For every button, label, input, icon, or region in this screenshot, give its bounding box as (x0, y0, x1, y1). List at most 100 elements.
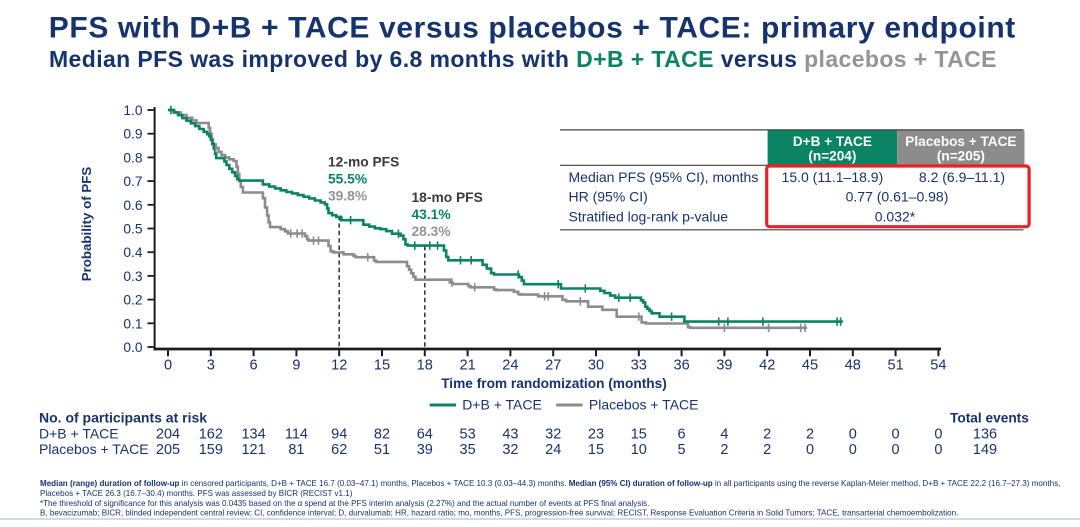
svg-text:(n=205): (n=205) (937, 149, 985, 164)
svg-text:Placebos + TACE: Placebos + TACE (905, 134, 1016, 149)
svg-text:36: 36 (673, 358, 689, 374)
svg-text:32: 32 (502, 442, 518, 458)
svg-text:15: 15 (588, 442, 604, 458)
svg-text:162: 162 (199, 427, 223, 443)
svg-text:5: 5 (678, 442, 686, 458)
svg-text:18-mo PFS: 18-mo PFS (412, 190, 483, 205)
svg-text:18: 18 (417, 358, 433, 374)
svg-text:39: 39 (417, 442, 433, 458)
svg-text:51: 51 (374, 442, 390, 458)
svg-text:D+B + TACE: D+B + TACE (39, 426, 119, 442)
svg-text:0.3: 0.3 (123, 269, 143, 284)
svg-text:0.6: 0.6 (123, 198, 143, 213)
svg-text:43.1%: 43.1% (412, 207, 451, 222)
svg-text:62: 62 (331, 442, 347, 458)
svg-text:0.8: 0.8 (123, 150, 143, 165)
svg-text:10: 10 (631, 442, 647, 458)
svg-text:0: 0 (849, 442, 857, 458)
svg-text:55.5%: 55.5% (328, 172, 367, 187)
svg-text:0.9: 0.9 (123, 127, 143, 142)
svg-text:0.4: 0.4 (123, 245, 143, 260)
svg-text:121: 121 (241, 442, 265, 458)
svg-text:204: 204 (156, 427, 180, 443)
svg-text:114: 114 (285, 427, 308, 443)
svg-text:Median PFS (95% CI), months: Median PFS (95% CI), months (569, 169, 759, 185)
svg-text:35: 35 (460, 442, 476, 458)
svg-text:33: 33 (631, 358, 647, 374)
svg-text:6: 6 (678, 427, 686, 443)
svg-text:45: 45 (802, 358, 818, 374)
svg-text:2: 2 (720, 442, 728, 458)
svg-text:23: 23 (588, 427, 604, 443)
svg-text:0: 0 (892, 442, 900, 458)
svg-text:0.1: 0.1 (123, 316, 142, 331)
svg-text:1.0: 1.0 (123, 103, 143, 118)
svg-text:0: 0 (892, 427, 900, 443)
svg-text:136: 136 (973, 427, 997, 443)
svg-text:53: 53 (460, 427, 476, 443)
svg-text:81: 81 (288, 442, 304, 458)
svg-text:B, bevacizumab; BICR, blinded: B, bevacizumab; BICR, blinded independen… (40, 508, 958, 517)
svg-text:Stratified log-rank p-value: Stratified log-rank p-value (569, 209, 729, 225)
svg-text:48: 48 (845, 358, 861, 374)
svg-text:2: 2 (763, 427, 771, 443)
svg-text:15: 15 (374, 358, 390, 374)
svg-text:D+B + TACE: D+B + TACE (462, 397, 542, 413)
svg-text:205: 205 (156, 442, 180, 458)
svg-text:51: 51 (887, 358, 903, 374)
svg-text:159: 159 (199, 442, 223, 458)
svg-text:8.2 (6.9–11.1): 8.2 (6.9–11.1) (919, 169, 1005, 185)
svg-text:PFS with D+B + TACE versus pla: PFS with D+B + TACE versus placebos + TA… (49, 11, 1016, 44)
svg-text:No. of participants at risk: No. of participants at risk (39, 410, 207, 426)
svg-text:0.7: 0.7 (123, 174, 142, 189)
svg-text:*The threshold of significance: *The threshold of significance for this … (40, 499, 649, 508)
svg-text:0.0: 0.0 (123, 340, 143, 355)
svg-text:(n=204): (n=204) (808, 149, 856, 164)
svg-text:0: 0 (934, 427, 942, 443)
svg-text:64: 64 (417, 427, 433, 443)
svg-text:0.5: 0.5 (123, 222, 143, 237)
svg-text:43: 43 (502, 427, 518, 443)
svg-text:27: 27 (545, 358, 561, 374)
svg-text:42: 42 (759, 358, 775, 374)
svg-text:149: 149 (973, 442, 997, 458)
svg-text:2: 2 (806, 427, 814, 443)
svg-text:6: 6 (250, 358, 258, 374)
svg-text:21: 21 (459, 358, 475, 374)
svg-text:HR (95% CI): HR (95% CI) (569, 189, 648, 205)
svg-text:94: 94 (331, 427, 347, 443)
svg-text:30: 30 (588, 358, 604, 374)
svg-text:15: 15 (631, 427, 647, 443)
svg-text:2: 2 (763, 442, 771, 458)
svg-text:Placebos + TACE 26.3 (16.7–30.: Placebos + TACE 26.3 (16.7–30.4) months.… (40, 489, 353, 498)
svg-text:82: 82 (374, 427, 390, 443)
svg-text:D+B + TACE: D+B + TACE (793, 134, 872, 149)
svg-text:39.8%: 39.8% (328, 189, 367, 204)
svg-text:12-mo PFS: 12-mo PFS (328, 155, 399, 170)
svg-text:0.032*: 0.032* (875, 209, 916, 225)
svg-text:54: 54 (930, 358, 946, 374)
svg-text:Total events: Total events (950, 411, 1029, 426)
svg-text:4: 4 (720, 427, 728, 443)
svg-text:28.3%: 28.3% (412, 224, 451, 239)
svg-text:24: 24 (545, 442, 561, 458)
svg-text:15.0 (11.1–18.9): 15.0 (11.1–18.9) (782, 169, 884, 185)
svg-text:Median (range) duration of fol: Median (range) duration of follow-up in … (40, 479, 1060, 488)
svg-text:9: 9 (292, 358, 300, 374)
svg-text:Probability of PFS: Probability of PFS (79, 167, 94, 282)
svg-text:24: 24 (502, 358, 518, 374)
svg-text:3: 3 (207, 358, 215, 374)
svg-text:32: 32 (545, 427, 561, 443)
svg-text:Placebos + TACE: Placebos + TACE (39, 441, 149, 457)
svg-text:12: 12 (331, 358, 347, 374)
svg-text:0: 0 (849, 427, 857, 443)
svg-text:Placebos + TACE: Placebos + TACE (589, 397, 699, 413)
svg-text:134: 134 (241, 427, 265, 443)
svg-text:Median PFS was improved by 6.8: Median PFS was improved by 6.8 months wi… (49, 46, 997, 72)
svg-text:0.2: 0.2 (123, 293, 142, 308)
svg-text:0: 0 (806, 442, 814, 458)
svg-text:Time from randomization (month: Time from randomization (months) (441, 376, 667, 391)
svg-text:0: 0 (934, 442, 942, 458)
svg-text:39: 39 (716, 358, 732, 374)
svg-text:0.77 (0.61–0.98): 0.77 (0.61–0.98) (846, 189, 949, 205)
